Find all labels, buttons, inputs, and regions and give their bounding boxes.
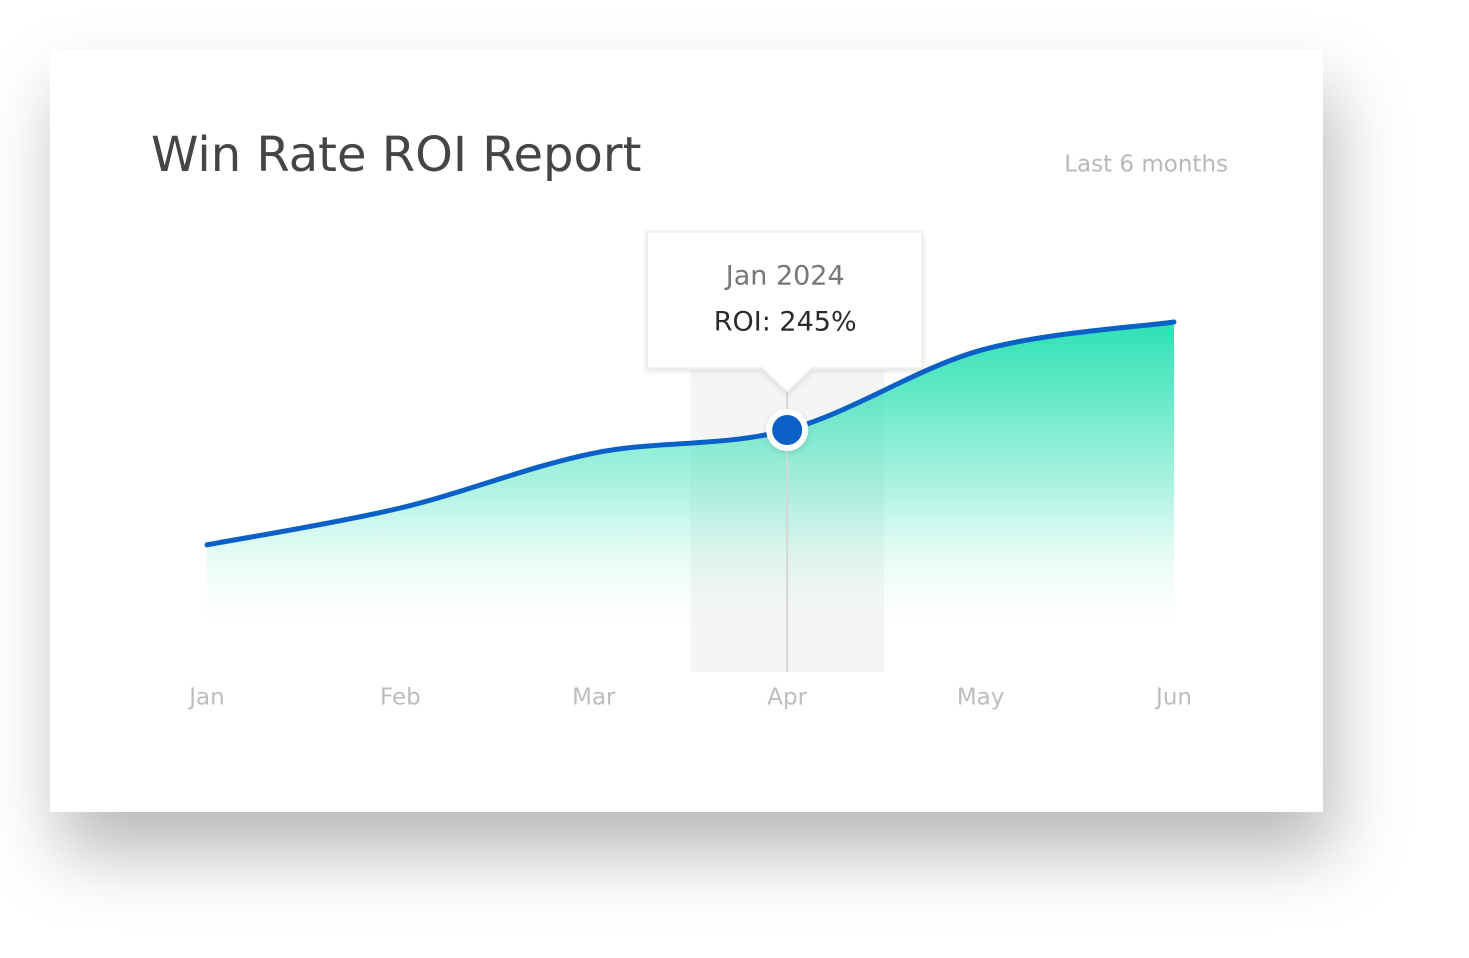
x-tick-label: May xyxy=(957,685,1005,711)
area-fill xyxy=(207,322,1174,640)
x-tick-label: Jun xyxy=(1154,685,1192,711)
x-tick-label: Feb xyxy=(380,685,421,711)
tooltip-box xyxy=(646,231,923,394)
x-tick-label: Apr xyxy=(767,685,807,711)
chart-subtitle: Last 6 months xyxy=(1064,152,1228,178)
chart-title: Win Rate ROI Report xyxy=(151,127,641,183)
line xyxy=(204,319,1177,548)
hover-point xyxy=(766,409,809,451)
tooltip: Jan 2024 ROI: 245% xyxy=(646,231,923,394)
plot: Jan Feb Mar Apr May Jun Jan 2024 ROI: 245% xyxy=(187,231,1192,711)
x-tick-label: Jan xyxy=(187,685,224,711)
tooltip-value: ROI: 245% xyxy=(714,307,857,338)
tooltip-title: Jan 2024 xyxy=(724,261,845,292)
x-tick-label: Mar xyxy=(572,685,616,711)
